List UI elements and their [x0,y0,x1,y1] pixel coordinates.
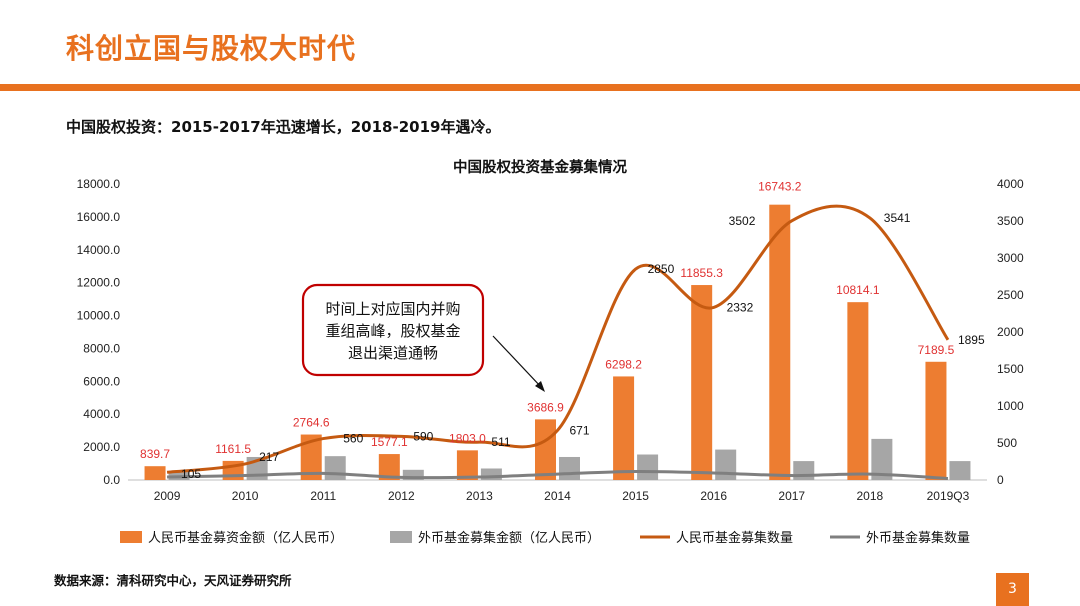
y-left-tick-label: 0.0 [103,473,120,487]
y-right-tick-label: 3500 [997,214,1024,228]
fx-amount-bar [949,461,971,480]
rmb-count-data-label: 590 [413,429,433,443]
callout-arrowhead [535,381,545,392]
x-tick-label: 2011 [310,489,336,503]
x-tick-label: 2013 [466,489,493,503]
y-left-tick-label: 2000.0 [83,440,120,454]
fx-count-line [167,469,949,481]
rmb-amount-data-label: 10814.1 [836,283,880,297]
rmb-amount-bar [925,361,947,480]
fx-amount-bar [480,468,502,480]
rmb-count-data-label: 2850 [648,262,675,276]
callout-arrow [492,335,543,389]
y-right-tick-label: 1500 [997,362,1024,376]
y-right-tick-label: 2000 [997,325,1024,339]
chart-lines [166,204,950,481]
chart-bars [144,204,971,481]
rmb-amount-data-label: 11855.3 [680,266,723,280]
x-tick-label: 2018 [857,489,884,503]
x-tick-label: 2019Q3 [927,489,970,503]
legend-label: 人民币基金募集数量 [676,530,793,545]
rmb-amount-data-label: 1577.1 [371,435,408,449]
x-tick-label: 2012 [388,489,415,503]
rmb-count-data-label: 2332 [727,300,754,314]
rmb-amount-bar [456,450,478,480]
callout: 时间上对应国内并购 重组高峰，股权基金 退出渠道通畅 [301,283,545,392]
fx-amount-bar [715,449,737,480]
y-left-tick-label: 12000.0 [77,276,121,290]
data-source: 数据来源：清科研究中心，天风证券研究所 [54,573,292,588]
callout-line-2: 重组高峰，股权基金 [325,323,460,340]
rmb-count-data-label: 671 [570,423,590,437]
title-divider [0,84,1080,91]
fx-amount-bar [871,438,893,480]
fx-amount-bar [559,456,580,480]
legend-swatch [120,531,142,543]
y-right-tick-label: 500 [997,436,1017,450]
rmb-count-data-label: 3541 [884,211,911,225]
rmb-amount-bar [535,419,556,480]
x-tick-label: 2014 [544,489,571,503]
y-right-tick-label: 4000 [997,177,1024,191]
y-right-tick-label: 0 [997,473,1004,487]
rmb-amount-bar [691,285,713,480]
rmb-amount-data-label: 3686.9 [527,400,564,414]
page-number: 3 [996,573,1029,606]
chart-title: 中国股权投资基金募集情况 [453,158,627,176]
callout-line-1: 时间上对应国内并购 [325,300,460,318]
y-left-tick-label: 10000.0 [77,309,121,323]
y-left-tick-label: 6000.0 [83,374,120,388]
y-left-tick-label: 8000.0 [83,341,120,355]
page-title: 科创立国与股权大时代 [66,32,357,65]
rmb-count-data-label: 1895 [958,333,985,347]
rmb-count-data-label: 217 [259,450,279,464]
y-left-tick-label: 16000.0 [77,210,121,224]
x-tick-label: 2016 [700,489,727,503]
x-tick-label: 2015 [622,489,649,503]
rmb-count-data-label: 105 [181,467,201,481]
y-left-tick-label: 18000.0 [77,177,121,191]
rmb-amount-data-label: 1161.5 [215,442,251,456]
rmb-count-line [166,204,950,474]
page-subtitle: 中国股权投资：2015-2017年迅速增长，2018-2019年遇冷。 [66,118,501,136]
rmb-count-data-label: 560 [343,432,363,446]
rmb-amount-bar [300,434,322,480]
rmb-amount-data-label: 6298.2 [605,357,642,371]
x-tick-label: 2010 [232,489,259,503]
y-right-tick-label: 3000 [997,251,1024,265]
chart-legend: 人民币基金募资金额（亿人民币） 外币基金募集金额（亿人民币） 人民币基金募集数量 外币… [120,530,970,545]
rmb-amount-bar [769,204,791,481]
y-left-tick-label: 4000.0 [83,407,120,421]
fx-amount-bar [402,469,424,480]
legend-label: 外币基金募集金额（亿人民币） [418,530,600,545]
fx-amount-bar [324,456,346,480]
legend-swatch [390,531,412,543]
rmb-amount-bar [847,302,869,480]
rmb-amount-bar [378,454,400,480]
legend-label: 外币基金募集数量 [866,530,970,545]
legend-label: 人民币基金募资金额（亿人民币） [148,530,343,545]
chart-axes: 0.0 2000.0 4000.0 6000.0 8000.0 10000.0 12000.… [77,177,1024,503]
rmb-amount-data-label: 7189.5 [918,343,955,357]
rmb-amount-bar [613,376,635,480]
fx-amount-bar [793,461,815,480]
y-right-tick-label: 2500 [997,288,1024,302]
x-tick-label: 2017 [778,489,805,503]
y-left-tick-label: 14000.0 [77,243,121,257]
chart-labels: 839.7 1161.5 2764.6 1577.1 1803.0 3686.9 6298.… [140,180,985,482]
y-right-tick-label: 1000 [997,399,1024,413]
rmb-amount-data-label: 1803.0 [449,431,486,445]
rmb-amount-data-label: 839.7 [140,447,170,461]
fx-amount-bar [637,454,659,480]
rmb-amount-bar [144,466,166,480]
rmb-amount-data-label: 16743.2 [758,180,802,194]
callout-box [301,283,485,377]
x-tick-label: 2009 [154,489,181,503]
rmb-amount-data-label: 2764.6 [293,416,330,430]
rmb-count-data-label: 511 [491,435,510,449]
callout-line-3: 退出渠道通畅 [348,345,438,362]
rmb-count-data-label: 3502 [729,214,756,228]
